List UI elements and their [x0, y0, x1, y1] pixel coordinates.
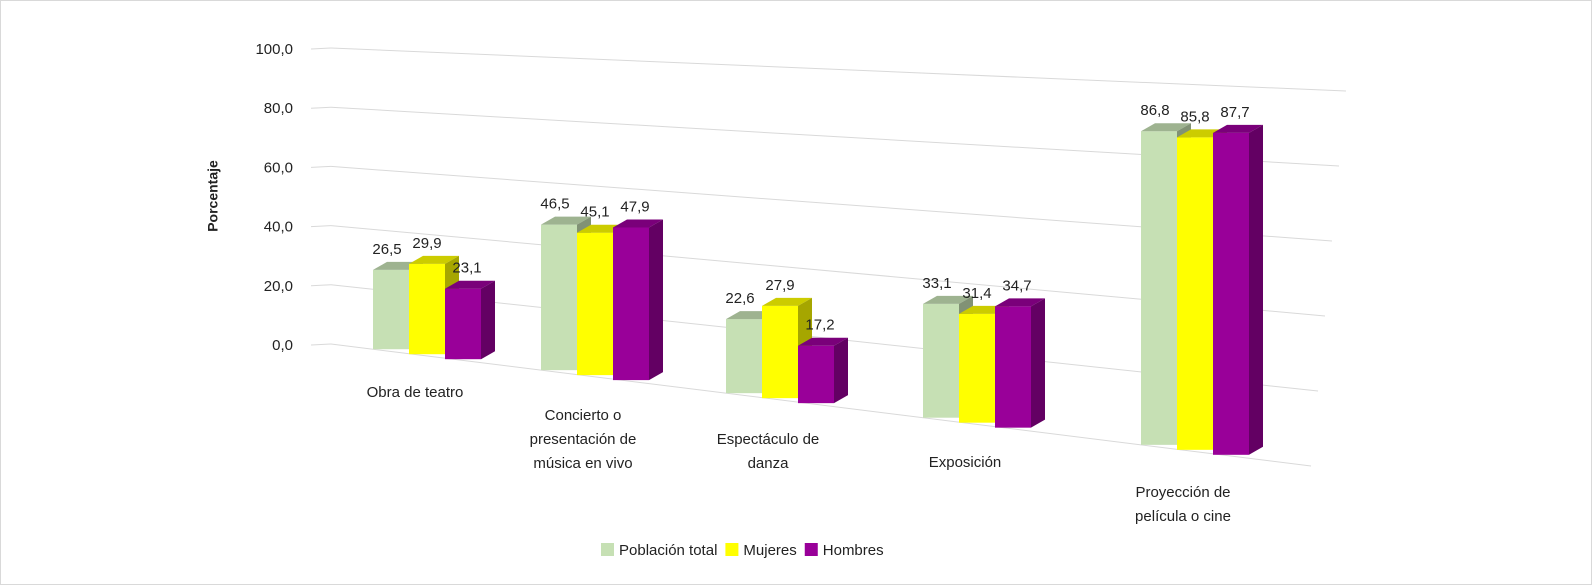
bar-side: [649, 219, 663, 381]
x-tick-label: Espectáculo de danza: [716, 431, 820, 472]
bar-side: [834, 337, 848, 404]
bar: [1177, 137, 1213, 450]
bar: [541, 224, 577, 371]
bar: [445, 288, 481, 360]
legend-swatch: [601, 543, 614, 556]
bar: [762, 305, 798, 399]
bar: [577, 232, 613, 376]
y-tick: [310, 284, 332, 287]
legend-label: Mujeres: [743, 542, 796, 559]
value-label: 27,9: [765, 277, 794, 294]
y-tick: [310, 47, 332, 50]
value-label: 23,1: [452, 260, 481, 277]
value-label: 47,9: [620, 198, 649, 215]
value-label: 17,2: [805, 317, 834, 334]
y-tick: [310, 225, 332, 228]
bar: [1213, 132, 1249, 455]
bar: [798, 345, 834, 404]
legend-label: Hombres: [823, 542, 884, 559]
bar-side: [1249, 124, 1263, 455]
y-tick-label: 40,0: [264, 219, 293, 236]
bar-side: [1031, 298, 1045, 428]
x-tick-label: Obra de teatro: [366, 384, 464, 401]
y-tick: [310, 165, 332, 168]
y-tick: [310, 106, 332, 109]
bar-top: [445, 280, 495, 289]
value-label: 45,1: [580, 204, 609, 221]
value-label: 29,9: [412, 235, 441, 252]
value-label: 34,7: [1002, 277, 1031, 294]
bar-top: [798, 337, 848, 346]
y-tick-label: 20,0: [264, 278, 293, 295]
y-tick-label: 0,0: [272, 337, 293, 354]
x-tick-label: Concierto o presentación de música en vi…: [529, 407, 637, 472]
bar-top: [613, 219, 663, 228]
bar-top: [995, 298, 1045, 307]
bar-top: [762, 297, 812, 306]
bar-top: [409, 255, 459, 264]
bar-side: [481, 280, 495, 360]
grid-line: [330, 47, 1347, 92]
bar-top: [1213, 124, 1263, 133]
bar: [373, 269, 409, 350]
y-axis-label: Porcentaje: [205, 160, 221, 232]
value-label: 86,8: [1140, 102, 1169, 119]
y-tick: [310, 343, 332, 346]
value-label: 22,6: [725, 290, 754, 307]
bar: [959, 313, 995, 423]
legend-label: Población total: [619, 542, 717, 559]
legend-swatch: [804, 543, 818, 556]
value-label: 31,4: [962, 285, 991, 302]
value-label: 26,5: [372, 241, 401, 258]
x-tick-label: Exposición: [928, 454, 1002, 471]
bar: [613, 227, 649, 381]
bar: [923, 303, 959, 418]
y-tick-label: 100,0: [255, 41, 293, 58]
legend-swatch: [725, 543, 739, 556]
bar: [409, 263, 445, 355]
value-label: 85,8: [1180, 108, 1209, 125]
value-label: 33,1: [922, 275, 951, 292]
bar-top: [923, 295, 973, 304]
bar: [726, 319, 762, 394]
y-tick-label: 60,0: [264, 159, 293, 176]
value-label: 46,5: [540, 196, 569, 213]
bar-top: [1141, 123, 1191, 132]
x-tick-label: Proyección de película o cine: [1135, 484, 1231, 525]
bar: [995, 306, 1031, 428]
bar-top: [541, 216, 591, 225]
y-tick-label: 80,0: [264, 100, 293, 117]
grid-line: [330, 343, 1312, 467]
value-label: 87,7: [1220, 104, 1249, 121]
bar: [1141, 131, 1177, 445]
